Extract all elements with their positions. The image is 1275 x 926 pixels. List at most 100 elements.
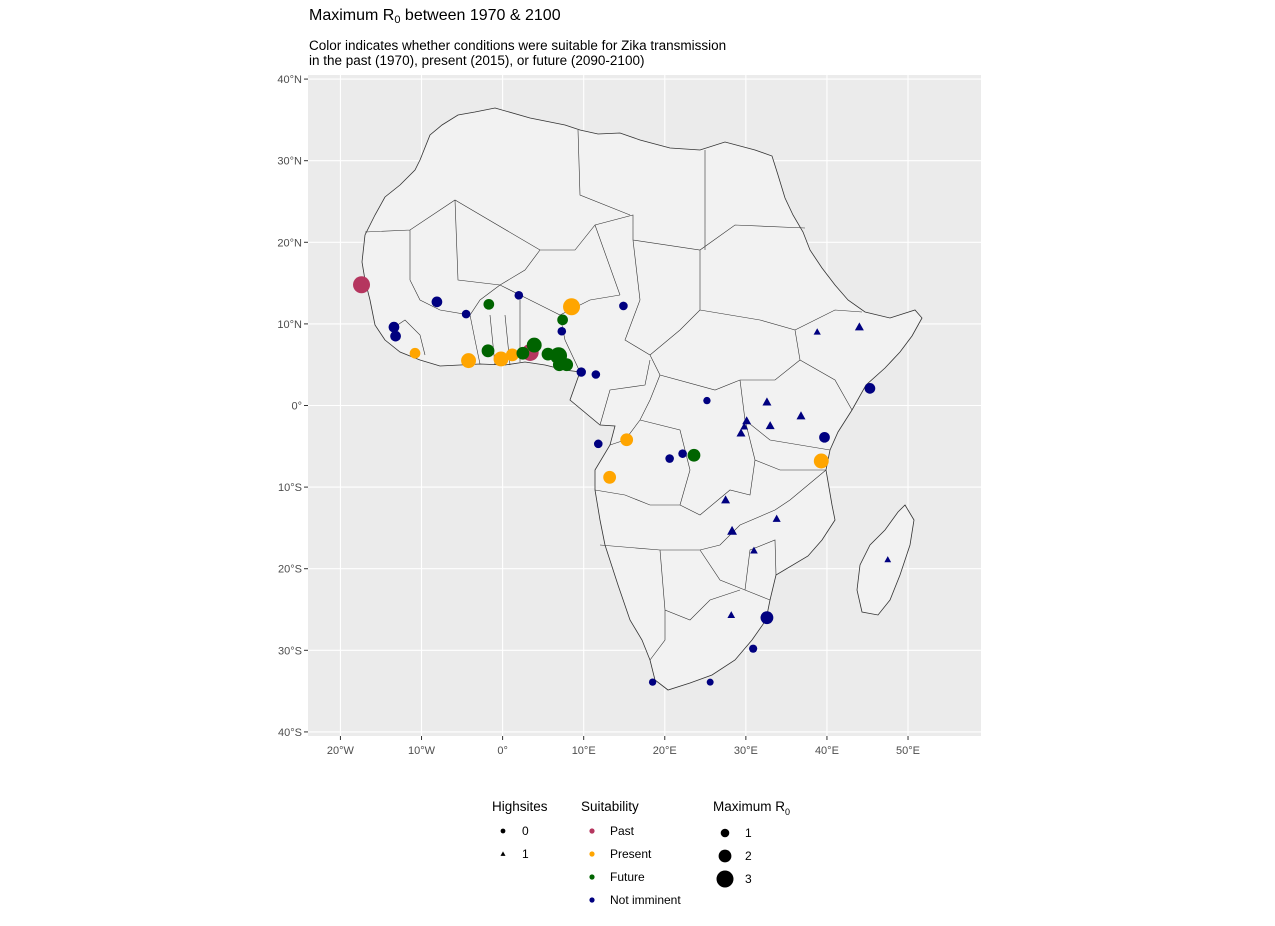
data-point-circle bbox=[557, 314, 568, 326]
data-point-circle bbox=[514, 291, 524, 300]
data-point-circle bbox=[603, 470, 617, 484]
data-point-circle bbox=[560, 358, 574, 372]
data-point-triangle bbox=[854, 322, 864, 331]
x-tick-label: 40°E bbox=[815, 745, 839, 757]
legend-maxr0-key bbox=[716, 870, 734, 888]
y-tick-label: 20°N bbox=[277, 237, 302, 249]
legend-suitability-label: Future bbox=[610, 870, 645, 884]
legend-suitability-label: Past bbox=[610, 824, 635, 838]
data-point-circle bbox=[648, 678, 657, 686]
data-point-circle bbox=[461, 353, 476, 369]
data-point-triangle bbox=[721, 495, 731, 504]
legend-suitability-key bbox=[589, 874, 595, 880]
legend-highsites-label: 0 bbox=[522, 824, 529, 838]
data-point-circle bbox=[678, 449, 687, 458]
y-tick-label: 20°S bbox=[278, 564, 302, 576]
y-tick-label: 40°N bbox=[277, 74, 302, 86]
data-point-circle bbox=[481, 344, 495, 358]
legend-maxr0-label: 2 bbox=[745, 849, 752, 863]
data-point-circle bbox=[493, 351, 509, 367]
data-point-circle bbox=[483, 298, 495, 310]
y-tick-label: 10°S bbox=[278, 482, 302, 494]
legend-highsites-key bbox=[500, 828, 506, 834]
legend-maxr0-label: 1 bbox=[745, 826, 752, 840]
data-point-triangle bbox=[796, 411, 806, 420]
x-tick-label: 10°E bbox=[572, 745, 596, 757]
data-point-circle bbox=[431, 296, 443, 308]
chart-title: Maximum R0 between 1970 & 2100 bbox=[309, 7, 561, 26]
data-point-triangle bbox=[727, 611, 736, 618]
x-tick-label: 30°E bbox=[734, 745, 758, 757]
data-point-triangle bbox=[884, 556, 892, 563]
legend-maxr0-key bbox=[720, 828, 730, 838]
data-points bbox=[353, 276, 892, 686]
data-point-triangle bbox=[736, 428, 746, 437]
data-point-circle bbox=[591, 370, 601, 379]
data-point-circle bbox=[687, 448, 701, 462]
x-tick-label: 20°W bbox=[327, 745, 355, 757]
y-axis: 40°N 30°N 20°N 10°N 0° 10°S 20°S 30°S 40°S bbox=[277, 74, 308, 739]
legend-maxr0-key bbox=[718, 849, 732, 863]
data-point-triangle bbox=[740, 422, 749, 430]
legend-maxr0-label: 3 bbox=[745, 872, 752, 886]
data-point-circle bbox=[813, 453, 829, 469]
data-point-circle bbox=[703, 396, 711, 405]
data-point-triangle bbox=[813, 328, 821, 335]
data-point-triangle bbox=[742, 416, 752, 425]
data-point-circle bbox=[557, 326, 567, 336]
data-point-circle bbox=[819, 431, 830, 443]
madagascar bbox=[856, 504, 915, 616]
data-point-circle bbox=[505, 348, 519, 362]
legend-suitability-key bbox=[589, 828, 595, 834]
data-point-circle bbox=[526, 337, 542, 353]
x-tick-label: 20°E bbox=[653, 745, 677, 757]
data-point-circle bbox=[576, 367, 586, 377]
data-point-circle bbox=[409, 347, 421, 359]
legend-maxr0-title: Maximum R0 bbox=[713, 799, 790, 817]
legend-suitability-key bbox=[589, 897, 595, 903]
subtitle-line-1: Color indicates whether conditions were … bbox=[309, 38, 727, 53]
data-point-circle bbox=[749, 644, 758, 653]
x-tick-label: 0° bbox=[497, 745, 508, 757]
legend: Highsites 0 1 Suitability Past Present Future N… bbox=[492, 799, 790, 907]
data-point-circle bbox=[760, 611, 774, 625]
data-point-circle bbox=[516, 346, 530, 360]
data-point-circle bbox=[353, 276, 371, 294]
x-axis: 20°W 10°W 0° 10°E 20°E 30°E 40°E 50°E bbox=[327, 736, 920, 757]
data-point-triangle bbox=[762, 397, 772, 406]
data-point-circle bbox=[620, 433, 634, 447]
data-point-circle bbox=[388, 321, 400, 333]
data-point-triangle bbox=[765, 421, 775, 430]
data-point-circle bbox=[593, 439, 603, 449]
y-tick-label: 0° bbox=[291, 401, 302, 413]
data-point-circle bbox=[390, 330, 401, 342]
y-tick-label: 30°N bbox=[277, 156, 302, 168]
africa-mainland bbox=[361, 107, 923, 691]
data-point-circle bbox=[864, 383, 876, 394]
legend-suitability-label: Not imminent bbox=[610, 893, 681, 907]
y-tick-label: 10°N bbox=[277, 319, 302, 331]
africa-landmass bbox=[361, 107, 923, 691]
data-point-circle bbox=[461, 309, 471, 319]
data-point-triangle bbox=[727, 525, 737, 535]
legend-suitability-label: Present bbox=[610, 847, 652, 861]
data-point-circle bbox=[665, 454, 674, 463]
chart-subtitle: Color indicates whether conditions were … bbox=[309, 38, 909, 68]
legend-highsites-label: 1 bbox=[522, 847, 529, 861]
legend-suitability-title: Suitability bbox=[581, 799, 639, 814]
legend-suitability-key bbox=[589, 851, 595, 857]
x-tick-label: 10°W bbox=[408, 745, 436, 757]
data-point-triangle bbox=[772, 514, 781, 522]
legend-highsites-title: Highsites bbox=[492, 799, 548, 814]
y-tick-label: 40°S bbox=[278, 727, 302, 739]
data-point-triangle bbox=[750, 546, 758, 554]
y-tick-label: 30°S bbox=[278, 645, 302, 657]
subtitle-line-2: in the past (1970), present (2015), or f… bbox=[309, 53, 645, 68]
data-point-circle bbox=[619, 301, 628, 311]
data-point-circle bbox=[706, 678, 714, 686]
x-tick-label: 50°E bbox=[896, 745, 920, 757]
data-point-circle bbox=[563, 298, 581, 316]
country-borders bbox=[364, 129, 863, 661]
legend-highsites-key bbox=[500, 851, 506, 856]
